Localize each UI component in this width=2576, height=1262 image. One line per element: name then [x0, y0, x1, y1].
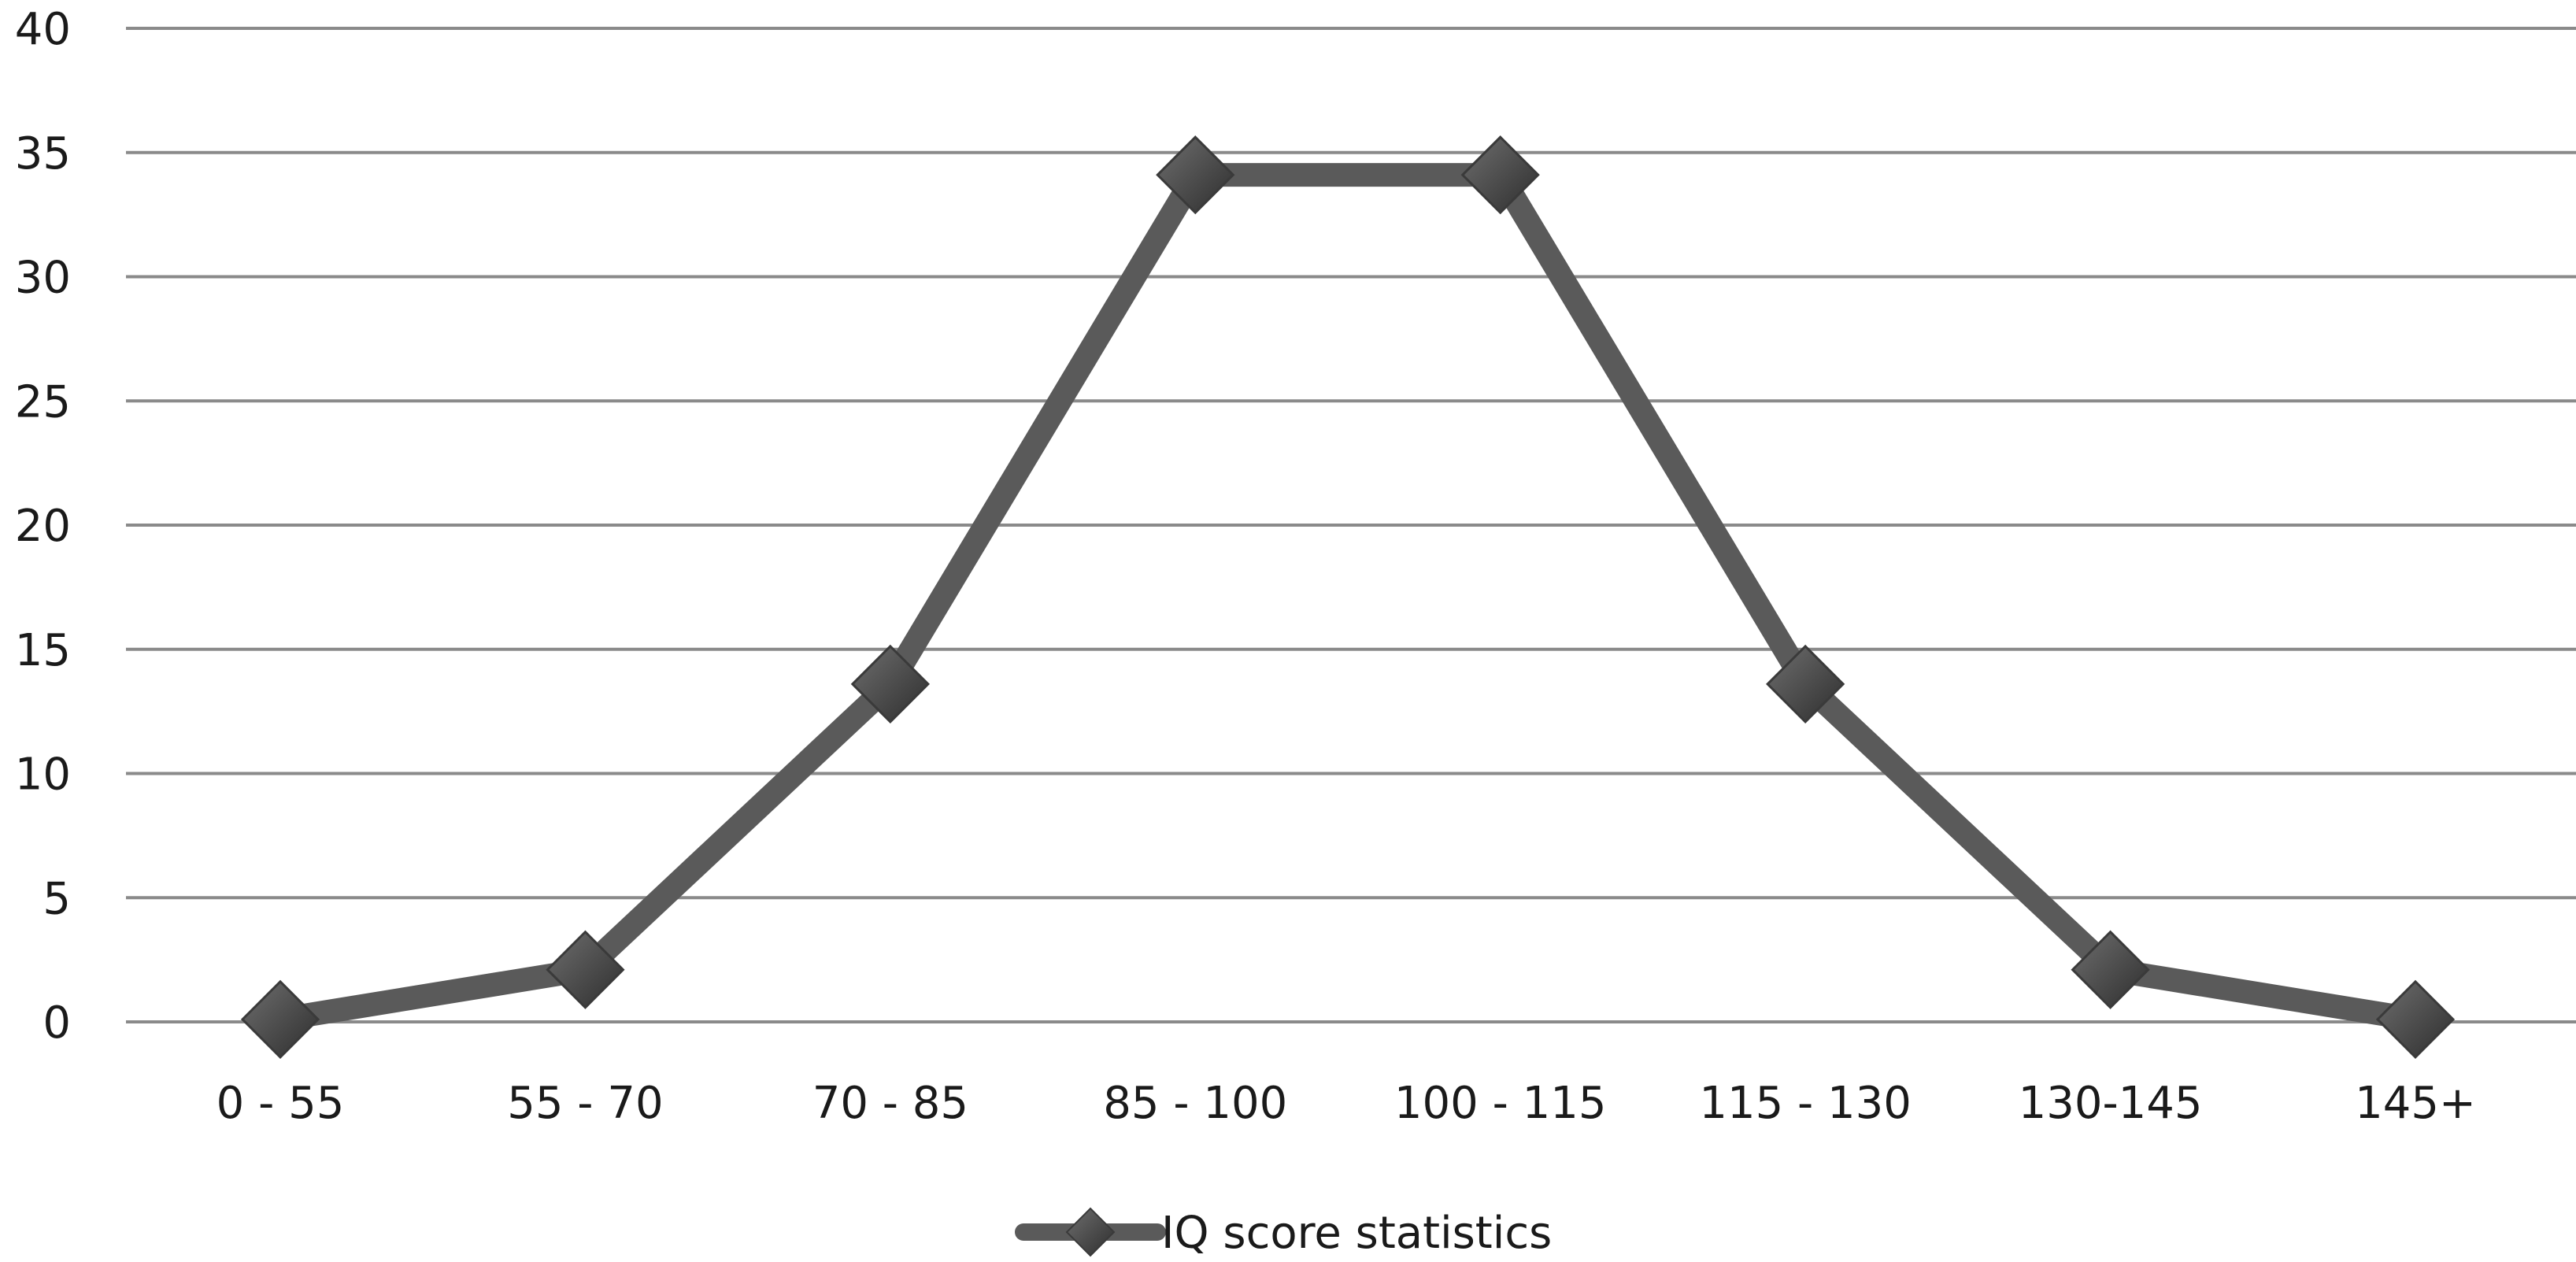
y-tick-label: 30	[15, 253, 71, 304]
data-point-marker	[850, 644, 930, 724]
series-iq-score-statistics	[240, 135, 2456, 1059]
x-axis-tick-labels: 0 - 55 55 - 70 70 - 85 85 - 100 100 - 115 115…	[217, 1078, 2476, 1129]
data-point-marker	[546, 930, 625, 1009]
y-tick-label: 40	[15, 4, 71, 55]
x-tick-label: 0 - 55	[217, 1078, 345, 1129]
y-tick-label: 20	[15, 501, 71, 552]
x-tick-label: 70 - 85	[812, 1078, 968, 1129]
data-point-marker	[1156, 135, 1235, 215]
data-point-marker	[240, 979, 320, 1059]
legend-label: IQ score statistics	[1161, 1208, 1552, 1259]
x-tick-label: 55 - 70	[507, 1078, 663, 1129]
x-tick-label: 145+	[2355, 1078, 2476, 1129]
y-tick-label: 25	[15, 376, 71, 427]
y-tick-label: 35	[15, 128, 71, 179]
x-tick-label: 85 - 100	[1103, 1078, 1287, 1129]
y-tick-label: 10	[15, 749, 71, 801]
data-point-marker	[2071, 930, 2150, 1009]
y-tick-label: 0	[43, 997, 71, 1049]
data-point-marker	[1766, 644, 1845, 724]
x-tick-label: 115 - 130	[1699, 1078, 1912, 1129]
legend-marker-icon	[1065, 1207, 1116, 1257]
data-point-marker	[1460, 135, 1540, 215]
series-line	[268, 163, 2427, 1031]
legend: IQ score statistics	[1015, 1207, 1552, 1259]
y-axis-tick-labels: 0 5 10 15 20 25 30 35 40	[15, 4, 71, 1049]
y-tick-label: 5	[43, 873, 71, 924]
data-point-marker	[2375, 979, 2456, 1059]
x-tick-label: 130-145	[2019, 1078, 2203, 1129]
x-tick-label: 100 - 115	[1394, 1078, 1607, 1129]
y-tick-label: 15	[15, 625, 71, 676]
gridlines	[126, 27, 2576, 1023]
